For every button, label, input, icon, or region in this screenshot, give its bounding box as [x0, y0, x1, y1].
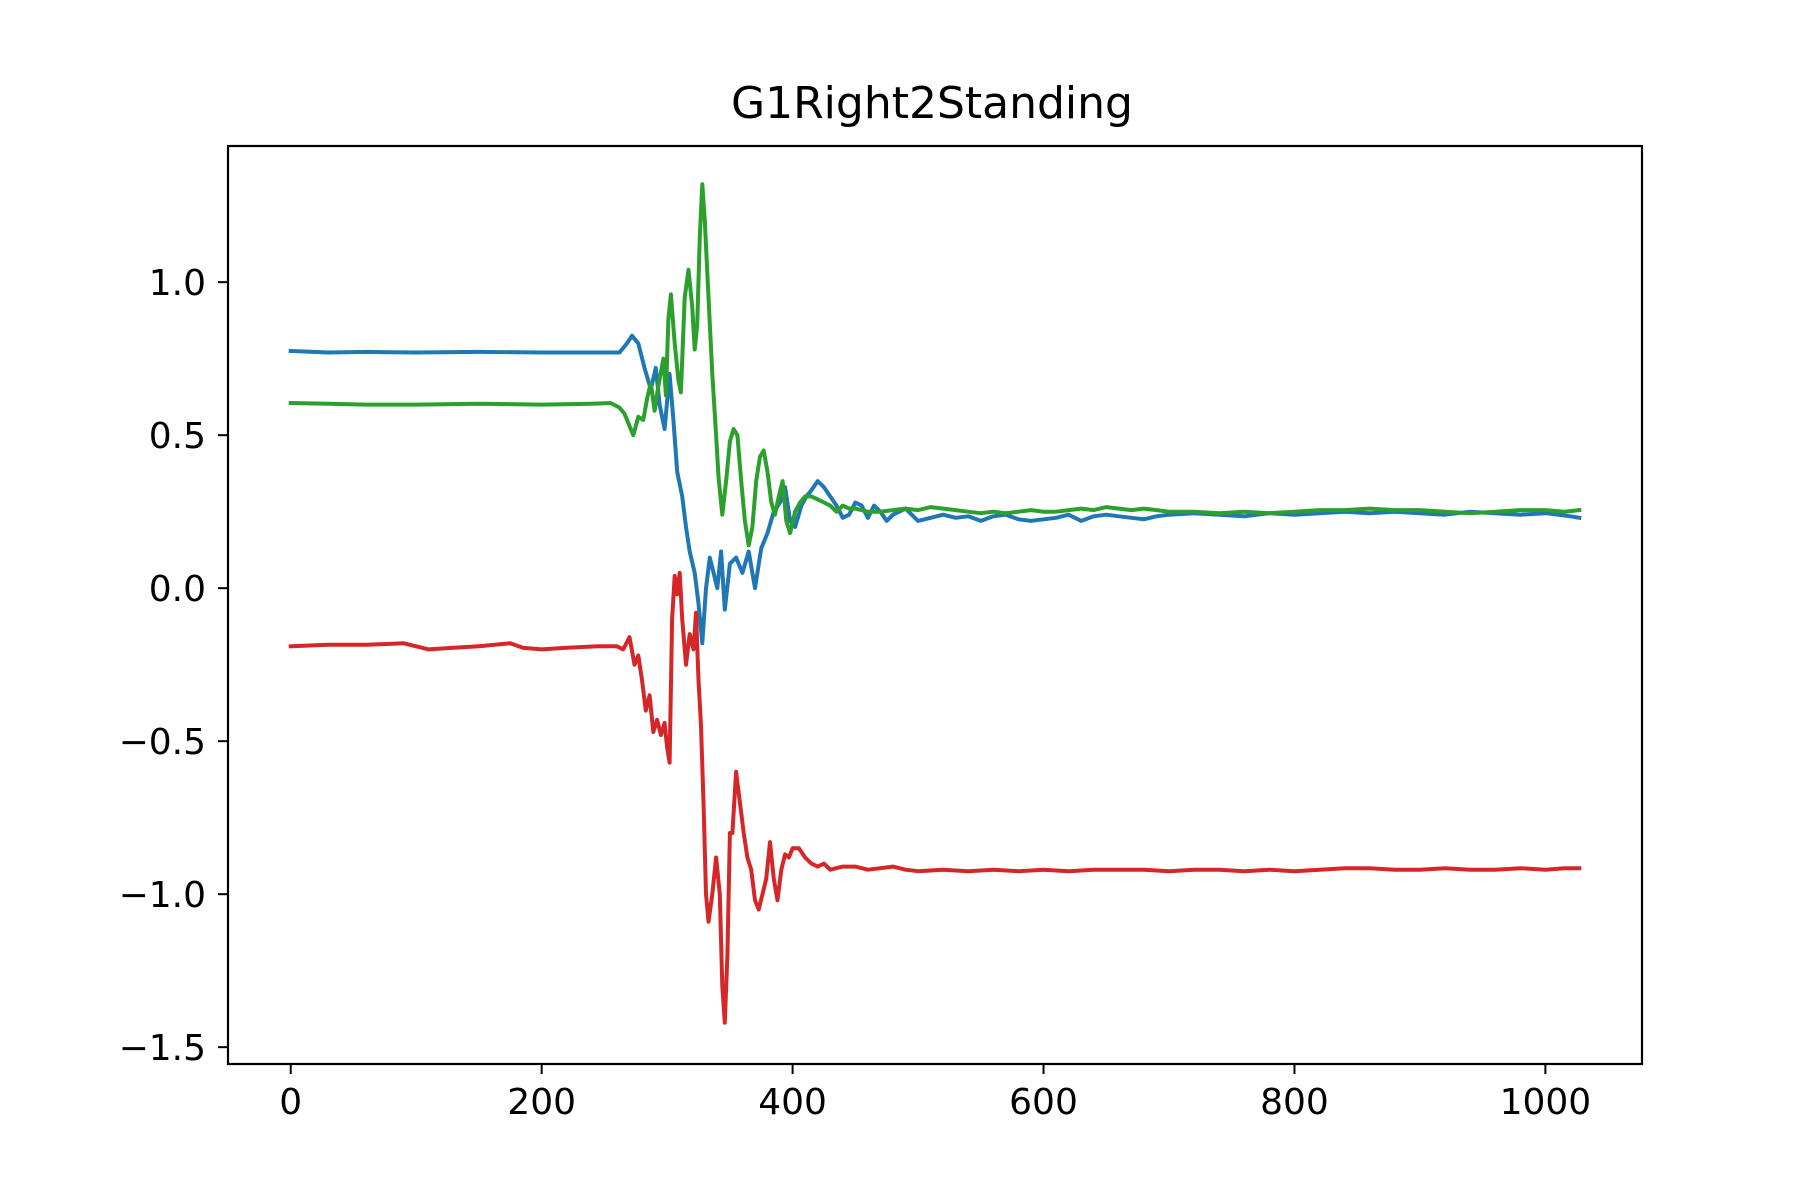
x-tick-label: 0	[279, 1082, 302, 1123]
series-line-2	[288, 182, 1582, 548]
y-tick-label: −0.5	[119, 722, 206, 763]
y-tick-label: −1.5	[119, 1028, 206, 1069]
x-tick-label: 400	[758, 1082, 827, 1123]
x-tick-label: 1000	[1500, 1082, 1592, 1123]
y-tick-label: −1.0	[119, 875, 206, 916]
x-tick-label: 200	[507, 1082, 576, 1123]
x-tick-label: 600	[1009, 1082, 1078, 1123]
x-tick-label: 800	[1260, 1082, 1329, 1123]
axes-layer: 0 200 400 600 800 1000 1.0 0.5 0.0 −0.5 −1.0 −1.5	[119, 144, 1644, 1123]
y-tick-label: 0.5	[149, 416, 206, 457]
series-line-3	[288, 570, 1582, 1025]
plot-frame	[226, 144, 1644, 1066]
chart-title: G1Right2Standing	[731, 78, 1133, 129]
y-tick-label: 1.0	[149, 263, 206, 304]
series-layer	[288, 182, 1582, 1025]
series-line-1	[288, 333, 1582, 646]
y-tick-label: 0.0	[149, 569, 206, 610]
